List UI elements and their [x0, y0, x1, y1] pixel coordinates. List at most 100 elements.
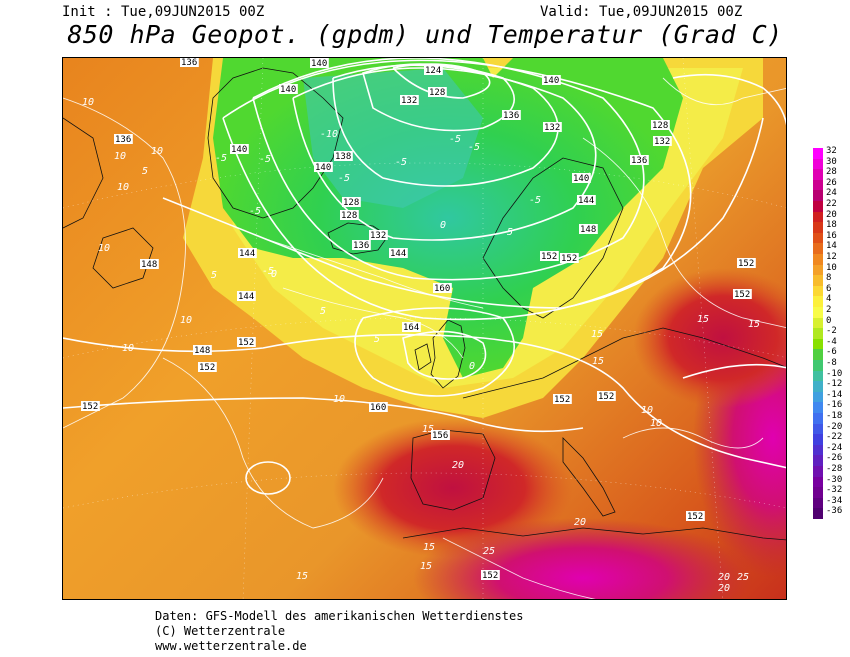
label-box [369, 230, 388, 240]
geopotential-value: 148 [141, 260, 157, 270]
legend-swatch [813, 317, 823, 329]
geopotential-value: 144 [238, 292, 254, 302]
temperature-value: 15 [697, 314, 709, 325]
geopotential-label: 144 [237, 291, 256, 302]
geopotential-value: 160 [434, 284, 450, 294]
geopotential-value: 132 [544, 123, 560, 133]
label-box [502, 110, 521, 120]
geopotential-value: 136 [115, 135, 131, 145]
label-box [428, 87, 447, 97]
label-box [424, 65, 443, 75]
geopotential-value: 152 [561, 254, 577, 264]
legend-value: -36 [826, 506, 843, 517]
geopotential-value: 164 [403, 323, 419, 333]
geopotential-value: 140 [543, 76, 559, 86]
label-box [340, 210, 359, 220]
legend-swatch [813, 360, 823, 372]
t-isoline-7 [442, 537, 596, 599]
temperature-value: 0 [469, 361, 475, 372]
label-box [238, 248, 257, 258]
geopotential-label: 148 [140, 259, 159, 270]
temperature-value: -5 [215, 153, 227, 164]
legend-value: 2 [826, 305, 832, 315]
label-box [237, 291, 256, 301]
iceland-coast [327, 222, 389, 255]
isoline-156 [63, 397, 584, 433]
label-box [572, 173, 591, 183]
t-isoline-1 [63, 97, 186, 429]
label-box [334, 151, 353, 161]
legend-swatch [813, 201, 823, 213]
weather-map: 136 140 140 124 128 132 136 140 132 128 132 136 140 1… [62, 57, 787, 600]
temperature-value: -5 [529, 195, 541, 206]
legend-swatch [813, 434, 823, 446]
italy-coast [562, 437, 616, 517]
geopotential-label: 144 [238, 248, 257, 259]
legend-value: 22 [826, 199, 837, 209]
isoline-152 [63, 333, 786, 469]
temperature-value: 0 [271, 269, 277, 280]
legend-value: -26 [826, 453, 843, 464]
temperature-value: 20 [718, 583, 730, 594]
label-box [402, 322, 421, 332]
label-box [310, 58, 329, 68]
geopotential-label: 136 [180, 58, 199, 68]
temperature-legend: 32 30 28 26 24 22 20 18 16 14 12 10 8 6 4 2 0 -2 -4 -6 -8 -10… [813, 147, 850, 520]
geopotential-value: 132 [370, 231, 386, 241]
geopotential-value: 160 [370, 403, 386, 413]
legend-swatch [813, 169, 823, 181]
scandinavia-coast [482, 157, 624, 319]
geopotential-value: 144 [578, 196, 594, 206]
geopotential-label: 136 [352, 240, 371, 251]
legend-swatch [813, 338, 823, 350]
british-isles-coast [430, 319, 466, 389]
legend-swatch [813, 243, 823, 255]
legend-swatch [813, 190, 823, 202]
geopotential-label: 140 [310, 58, 329, 69]
legend-swatch [813, 179, 823, 191]
label-box [352, 240, 371, 250]
label-box [651, 120, 670, 130]
label-box [342, 197, 361, 207]
legend-value: -4 [826, 336, 837, 347]
geopotential-value: 136 [503, 111, 519, 121]
legend-value: -12 [826, 379, 843, 390]
geopotential-value: 128 [343, 198, 359, 208]
valid-time: Valid: Tue,09JUN2015 00Z [540, 4, 743, 20]
geopotential-value: 128 [429, 88, 445, 98]
legend-value: 10 [826, 262, 837, 273]
geopotential-label: 140 [230, 144, 249, 155]
label-box [577, 195, 596, 205]
legend-swatch [813, 349, 823, 361]
temperature-value: 10 [82, 97, 94, 108]
legend-swatch [813, 148, 823, 160]
legend-value: 14 [826, 241, 837, 252]
label-box [180, 58, 199, 67]
legend-value: -24 [826, 442, 843, 453]
geopotential-label: 152 [686, 511, 705, 522]
legend-swatch [813, 455, 823, 467]
legend-value: -32 [826, 485, 843, 496]
geopotential-label: 152 [560, 253, 579, 264]
isoline-152-low [245, 461, 291, 495]
label-box [237, 337, 256, 347]
temperature-value: 5 [374, 334, 380, 345]
t-isoline-4 [282, 287, 464, 359]
temperature-value: 10 [151, 146, 163, 157]
graticule-6 [682, 58, 724, 599]
legend-value: 4 [826, 294, 832, 305]
isoline-128 [362, 63, 515, 132]
legend-value: 6 [826, 283, 832, 294]
geopotential-value: 148 [580, 225, 596, 235]
legend-value: -28 [826, 464, 843, 474]
legend-swatch [813, 370, 823, 382]
geopotential-value: 152 [238, 338, 254, 348]
temperature-value: 5 [142, 166, 148, 177]
legend-value: 18 [826, 220, 837, 231]
geopotential-label: 138 [334, 151, 353, 162]
geopotential-value: 152 [738, 259, 754, 269]
geopotential-value: 128 [341, 211, 357, 221]
ireland-coast [414, 343, 432, 371]
geopotential-label: 132 [369, 230, 388, 241]
